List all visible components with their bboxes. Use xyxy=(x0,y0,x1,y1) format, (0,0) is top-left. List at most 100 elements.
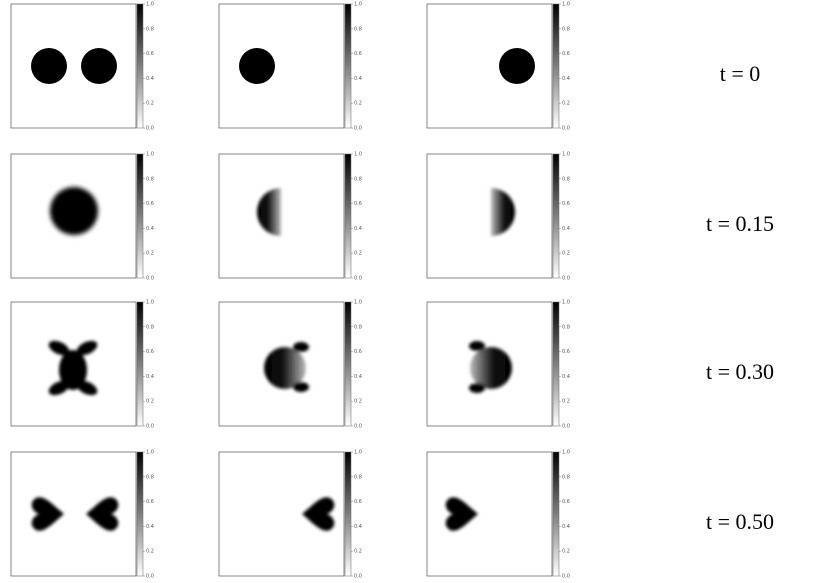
panel-frame xyxy=(10,3,137,129)
colorbar-tick-label: 0.0 xyxy=(562,126,570,132)
colorbar-tick-label: 0.2 xyxy=(146,399,154,405)
colorbar-tick-label: 0.6 xyxy=(354,51,362,57)
colorbar-tick-label: 0.0 xyxy=(146,276,154,282)
blob xyxy=(491,188,515,236)
colorbar-tick-label: 1.0 xyxy=(354,450,362,456)
panel: 0.0 0.2 0.4 0.6 0.8 1.0 xyxy=(426,152,570,282)
panel-frame xyxy=(426,451,553,577)
panel: 0.0 0.2 0.4 0.6 0.8 1.0 xyxy=(218,2,362,132)
colorbar-tick-label: 0.8 xyxy=(562,474,570,480)
blob xyxy=(469,341,485,351)
colorbar-tick-label: 0.8 xyxy=(354,26,362,32)
panel: 0.0 0.2 0.4 0.6 0.8 1.0 xyxy=(426,450,570,580)
colorbar-tick-label: 0.4 xyxy=(354,76,362,82)
colorbar-tick-label: 0.0 xyxy=(354,126,362,132)
colorbar-tick-label: 0.4 xyxy=(354,374,362,380)
blob xyxy=(48,380,70,396)
colorbar-tick-label: 0.2 xyxy=(146,101,154,107)
colorbar-tick-label: 1.0 xyxy=(354,2,362,8)
panel: 0.0 0.2 0.4 0.6 0.8 1.0 xyxy=(426,2,570,132)
blob xyxy=(48,340,70,356)
colorbar-tick-label: 0.6 xyxy=(146,499,154,505)
panel-frame xyxy=(218,3,345,129)
colorbar xyxy=(344,301,352,427)
colorbar-tick-label: 0.2 xyxy=(562,549,570,555)
colorbar xyxy=(344,153,352,279)
panel: 0.0 0.2 0.4 0.6 0.8 1.0 xyxy=(10,450,154,580)
panel-frame xyxy=(10,451,137,577)
colorbar-tick-label: 0.6 xyxy=(354,201,362,207)
field xyxy=(499,48,535,84)
colorbar-tick-label: 0.2 xyxy=(146,251,154,257)
blob xyxy=(293,342,309,352)
colorbar xyxy=(552,3,560,129)
field xyxy=(239,48,275,84)
colorbar-tick-label: 1.0 xyxy=(146,152,154,158)
row-label: t = 0.15 xyxy=(706,211,774,236)
blob xyxy=(469,383,485,393)
blob xyxy=(50,187,98,235)
colorbar-tick-label: 0.4 xyxy=(354,524,362,530)
colorbar-tick-label: 0.2 xyxy=(354,251,362,257)
colorbar-tick-label: 0.0 xyxy=(146,126,154,132)
blob xyxy=(469,341,512,393)
colorbar-tick-label: 0.8 xyxy=(562,176,570,182)
field xyxy=(31,48,117,84)
colorbar-tick-label: 0.8 xyxy=(562,26,570,32)
colorbar-tick-label: 0.6 xyxy=(562,51,570,57)
colorbar xyxy=(552,301,560,427)
colorbar-tick-label: 0.6 xyxy=(146,51,154,57)
colorbar-tick-label: 0.0 xyxy=(354,276,362,282)
colorbar-tick-label: 1.0 xyxy=(146,300,154,306)
row-label: t = 0.30 xyxy=(706,359,774,384)
panel: 0.0 0.2 0.4 0.6 0.8 1.0 xyxy=(218,152,362,282)
colorbar-tick-label: 0.6 xyxy=(562,201,570,207)
blob xyxy=(59,350,87,390)
colorbar-tick-label: 0.0 xyxy=(562,276,570,282)
colorbar-tick-label: 0.6 xyxy=(562,499,570,505)
colorbar-tick-label: 1.0 xyxy=(146,2,154,8)
colorbar-tick-label: 0.2 xyxy=(562,251,570,257)
colorbar-tick-label: 0.6 xyxy=(146,349,154,355)
colorbar-tick-label: 0.6 xyxy=(354,499,362,505)
blob xyxy=(499,48,535,84)
colorbar-tick-label: 0.0 xyxy=(146,574,154,580)
blob xyxy=(264,347,306,389)
colorbar-tick-label: 0.4 xyxy=(562,524,570,530)
colorbar xyxy=(552,153,560,279)
colorbar xyxy=(136,451,144,577)
colorbar-tick-label: 0.2 xyxy=(562,399,570,405)
panel-frame xyxy=(426,153,553,279)
colorbar-tick-label: 0.2 xyxy=(354,399,362,405)
colorbar-tick-label: 0.2 xyxy=(354,101,362,107)
blob xyxy=(76,380,98,396)
colorbar-tick-label: 1.0 xyxy=(562,450,570,456)
colorbar xyxy=(136,153,144,279)
colorbar-tick-label: 0.2 xyxy=(354,549,362,555)
colorbar-tick-label: 0.0 xyxy=(146,424,154,430)
colorbar-tick-label: 1.0 xyxy=(562,2,570,8)
colorbar-tick-label: 0.4 xyxy=(146,374,154,380)
colorbar-tick-label: 0.4 xyxy=(354,226,362,232)
field xyxy=(491,188,515,236)
colorbar xyxy=(136,301,144,427)
colorbar-tick-label: 1.0 xyxy=(146,450,154,456)
field xyxy=(469,341,512,393)
colorbar-tick-label: 0.8 xyxy=(354,324,362,330)
blob xyxy=(239,48,275,84)
row-label: t = 0.50 xyxy=(706,509,774,534)
blob xyxy=(264,342,309,392)
blob xyxy=(257,188,281,236)
colorbar-tick-label: 0.8 xyxy=(146,176,154,182)
blob xyxy=(48,340,98,396)
colorbar xyxy=(552,451,560,577)
colorbar xyxy=(136,3,144,129)
colorbar-tick-label: 0.2 xyxy=(146,549,154,555)
colorbar-tick-label: 0.0 xyxy=(354,424,362,430)
colorbar-tick-label: 0.8 xyxy=(354,176,362,182)
panel: 0.0 0.2 0.4 0.6 0.8 1.0 xyxy=(10,152,154,282)
colorbar-tick-label: 1.0 xyxy=(354,300,362,306)
panel: 0.0 0.2 0.4 0.6 0.8 1.0 xyxy=(10,300,154,430)
colorbar-tick-label: 0.4 xyxy=(146,226,154,232)
